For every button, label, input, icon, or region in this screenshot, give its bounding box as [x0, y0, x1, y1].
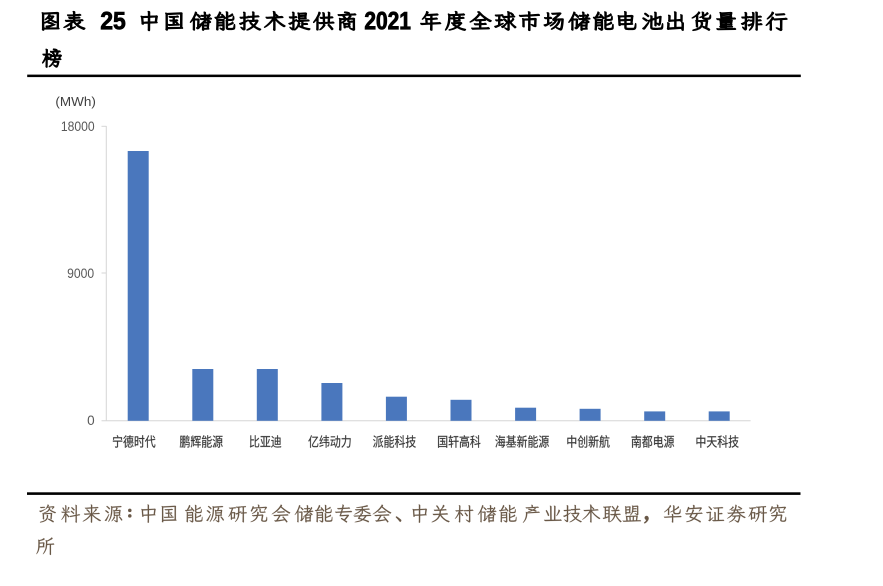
svg-text:0: 0	[87, 413, 95, 428]
svg-text:9000: 9000	[67, 265, 94, 281]
svg-text:(MWh): (MWh)	[55, 94, 95, 109]
svg-text:18000: 18000	[61, 119, 95, 135]
